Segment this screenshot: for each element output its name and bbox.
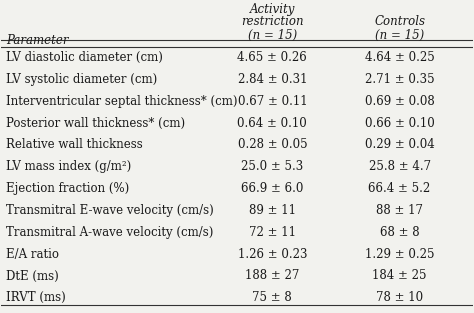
Text: 4.64 ± 0.25: 4.64 ± 0.25 (365, 51, 435, 64)
Text: 188 ± 27: 188 ± 27 (245, 269, 300, 282)
Text: DtE (ms): DtE (ms) (6, 269, 59, 282)
Text: Parameter: Parameter (6, 34, 69, 47)
Text: Activity: Activity (250, 3, 295, 16)
Text: 78 ± 10: 78 ± 10 (376, 291, 423, 304)
Text: (n = 15): (n = 15) (248, 29, 297, 42)
Text: 1.26 ± 0.23: 1.26 ± 0.23 (237, 248, 307, 261)
Text: IRVT (ms): IRVT (ms) (6, 291, 66, 304)
Text: Relative wall thickness: Relative wall thickness (6, 138, 143, 151)
Text: 25.0 ± 5.3: 25.0 ± 5.3 (241, 160, 303, 173)
Text: 75 ± 8: 75 ± 8 (253, 291, 292, 304)
Text: 66.9 ± 6.0: 66.9 ± 6.0 (241, 182, 303, 195)
Text: 0.29 ± 0.04: 0.29 ± 0.04 (365, 138, 435, 151)
Text: 0.28 ± 0.05: 0.28 ± 0.05 (237, 138, 307, 151)
Text: Transmitral A-wave velocity (cm/s): Transmitral A-wave velocity (cm/s) (6, 226, 213, 239)
Text: restriction: restriction (241, 15, 304, 28)
Text: Ejection fraction (%): Ejection fraction (%) (6, 182, 129, 195)
Text: 72 ± 11: 72 ± 11 (249, 226, 296, 239)
Text: (n = 15): (n = 15) (375, 29, 424, 42)
Text: 0.67 ± 0.11: 0.67 ± 0.11 (237, 95, 307, 108)
Text: 68 ± 8: 68 ± 8 (380, 226, 419, 239)
Text: LV diastolic diameter (cm): LV diastolic diameter (cm) (6, 51, 163, 64)
Text: LV systolic diameter (cm): LV systolic diameter (cm) (6, 73, 157, 86)
Text: 2.71 ± 0.35: 2.71 ± 0.35 (365, 73, 434, 86)
Text: 0.69 ± 0.08: 0.69 ± 0.08 (365, 95, 435, 108)
Text: Transmitral E-wave velocity (cm/s): Transmitral E-wave velocity (cm/s) (6, 204, 214, 217)
Text: 4.65 ± 0.26: 4.65 ± 0.26 (237, 51, 307, 64)
Text: Posterior wall thickness* (cm): Posterior wall thickness* (cm) (6, 116, 185, 130)
Text: 25.8 ± 4.7: 25.8 ± 4.7 (368, 160, 431, 173)
Text: 88 ± 17: 88 ± 17 (376, 204, 423, 217)
Text: 1.29 ± 0.25: 1.29 ± 0.25 (365, 248, 434, 261)
Text: 66.4 ± 5.2: 66.4 ± 5.2 (368, 182, 431, 195)
Text: 89 ± 11: 89 ± 11 (249, 204, 296, 217)
Text: 184 ± 25: 184 ± 25 (372, 269, 427, 282)
Text: 0.64 ± 0.10: 0.64 ± 0.10 (237, 116, 307, 130)
Text: Interventricular septal thickness* (cm): Interventricular septal thickness* (cm) (6, 95, 237, 108)
Text: 0.66 ± 0.10: 0.66 ± 0.10 (365, 116, 435, 130)
Text: E/A ratio: E/A ratio (6, 248, 59, 261)
Text: LV mass index (g/m²): LV mass index (g/m²) (6, 160, 131, 173)
Text: 2.84 ± 0.31: 2.84 ± 0.31 (237, 73, 307, 86)
Text: Controls: Controls (374, 15, 425, 28)
